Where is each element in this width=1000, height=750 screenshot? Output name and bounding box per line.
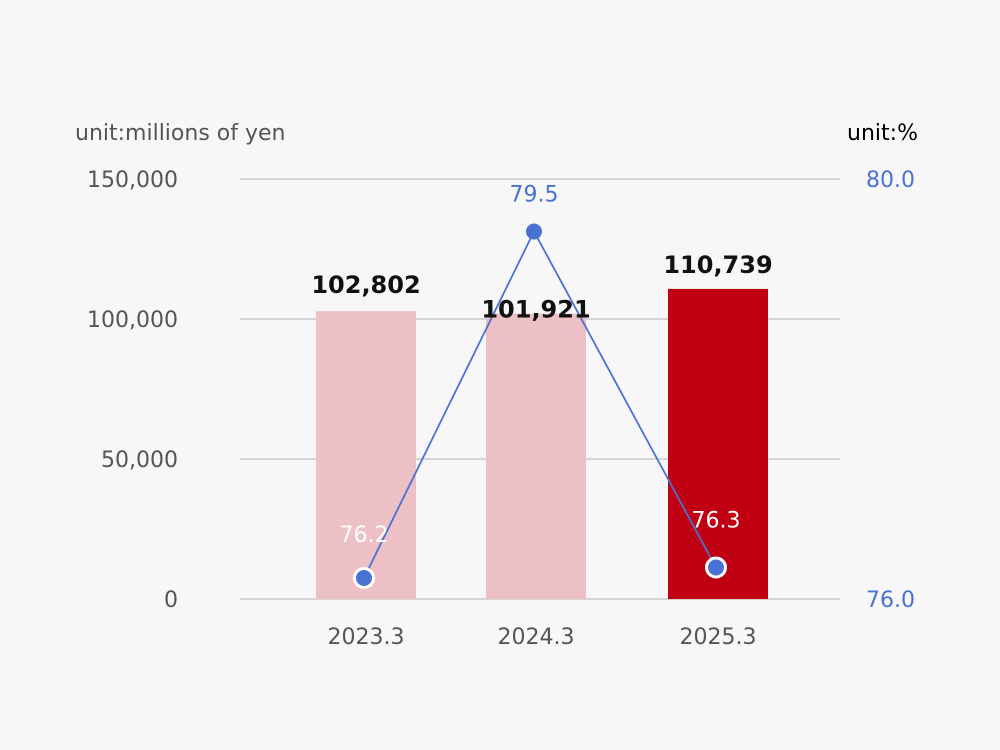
bar-value-label: 110,739	[663, 251, 772, 279]
line-point	[353, 567, 375, 589]
left-axis-unit: unit:millions of yen	[75, 121, 285, 146]
bars	[316, 288, 768, 599]
category-label: 2023.3	[328, 625, 405, 650]
left-tick-label: 0	[164, 588, 178, 613]
right-tick-label: 80.0	[866, 168, 915, 193]
right-axis-unit: unit:%	[847, 121, 918, 146]
line-value-label: 76.2	[340, 523, 389, 548]
category-label: 2025.3	[680, 625, 757, 650]
category-label: 2024.3	[498, 625, 575, 650]
bar-value-label: 101,921	[481, 296, 590, 324]
line-point	[705, 556, 727, 579]
line-series	[353, 223, 727, 589]
left-tick-label: 50,000	[101, 448, 178, 473]
bar-2024.3	[486, 313, 586, 599]
line-value-label: 79.5	[510, 183, 559, 208]
labels: unit:millions of yen unit:% 0 50,000 100,0…	[75, 121, 918, 650]
bar-value-label: 102,802	[311, 271, 420, 299]
left-tick-label: 150,000	[87, 168, 178, 193]
left-tick-label: 100,000	[87, 308, 178, 333]
right-tick-label: 76.0	[866, 588, 915, 613]
bar-2025.3	[668, 288, 768, 599]
bar-2023.3	[316, 311, 416, 599]
line-point	[526, 223, 542, 240]
line-value-label: 76.3	[692, 509, 741, 534]
